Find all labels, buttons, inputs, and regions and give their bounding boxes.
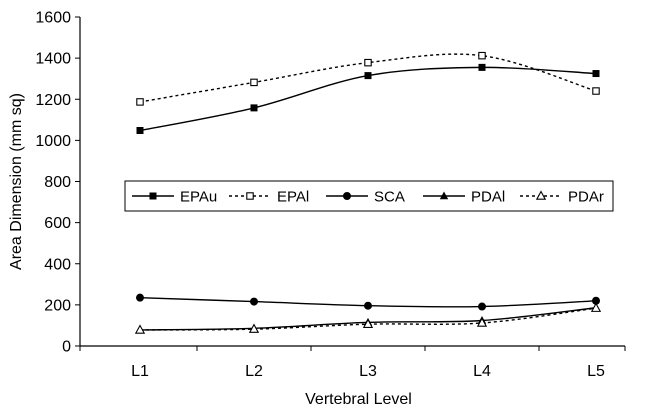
legend-label-epal: EPAl <box>277 189 309 206</box>
data-point-sca-l5 <box>592 296 600 305</box>
y-tick-label: 0 <box>62 339 71 356</box>
y-tick-label: 400 <box>44 256 71 273</box>
data-point-epal-l3 <box>364 58 372 67</box>
x-tick-label: L1 <box>131 363 149 380</box>
axes: 0 200 400 600 800 1000 1200 1400 1600 L1 L2 L3 L4 L5 <box>35 10 626 380</box>
legend-item-epal: EPAl <box>229 189 309 206</box>
data-point-epau-l1 <box>136 127 144 135</box>
legend-label-pdal: PDAl <box>471 189 505 206</box>
series-pdar <box>134 302 602 334</box>
legend-marker-pdal <box>439 191 449 200</box>
y-tick-label: 200 <box>44 297 71 314</box>
data-point-epau-l4 <box>478 63 486 71</box>
data-point-epal-l5 <box>592 87 600 95</box>
y-tick-label: 1400 <box>35 51 71 68</box>
y-tick-label: 1000 <box>35 133 71 150</box>
y-tick-label: 600 <box>44 215 71 232</box>
legend-marker-epal <box>246 192 254 200</box>
legend-marker-sca <box>343 192 351 200</box>
series-epal <box>136 51 600 106</box>
series-epau <box>136 63 600 135</box>
legend-item-epau: EPAu <box>132 189 217 206</box>
data-point-pdar-l5 <box>590 302 602 312</box>
legend-label-pdar: PDAr <box>568 189 604 206</box>
data-point-epal-l2 <box>250 78 258 87</box>
data-point-sca-l3 <box>364 301 372 310</box>
legend-item-sca: SCA <box>326 189 405 206</box>
data-point-pdar-l1 <box>134 324 146 334</box>
legend-marker-epau <box>149 192 157 200</box>
data-point-epal-l4 <box>478 51 486 60</box>
legend-item-pdar: PDAr <box>520 189 604 206</box>
data-point-sca-l1 <box>136 293 144 302</box>
data-point-pdar-l4 <box>476 317 488 327</box>
legend-marker-pdar <box>535 190 547 200</box>
legend: EPAu EPAl SCA PDAl PDAr <box>124 180 614 212</box>
legend-label-epau: EPAu <box>180 189 217 206</box>
x-tick-label: L5 <box>587 363 605 380</box>
data-point-epau-l5 <box>592 70 600 78</box>
series-sca <box>136 293 600 311</box>
data-point-pdar-l2 <box>248 323 260 333</box>
y-tick-label: 800 <box>44 174 71 191</box>
x-axis-title: Vertebral Level <box>305 391 412 408</box>
data-point-sca-l2 <box>250 297 258 306</box>
data-point-epal-l1 <box>136 98 144 106</box>
legend-label-sca: SCA <box>374 189 405 206</box>
legend-box <box>124 180 614 212</box>
data-point-epau-l3 <box>364 72 372 80</box>
y-tick-label: 1200 <box>35 92 71 109</box>
data-point-epau-l2 <box>250 104 258 112</box>
data-point-pdar-l3 <box>362 318 374 328</box>
series-layer <box>134 51 602 334</box>
x-tick-label: L2 <box>245 363 263 380</box>
data-point-sca-l4 <box>478 302 486 311</box>
series-line-epal <box>139 53 597 103</box>
x-tick-label: L4 <box>473 363 491 380</box>
y-axis-title: Area Dimension (mm sq) <box>8 93 25 270</box>
legend-item-pdal: PDAl <box>423 189 505 206</box>
x-tick-label: L3 <box>359 363 377 380</box>
y-tick-label: 1600 <box>35 10 71 27</box>
